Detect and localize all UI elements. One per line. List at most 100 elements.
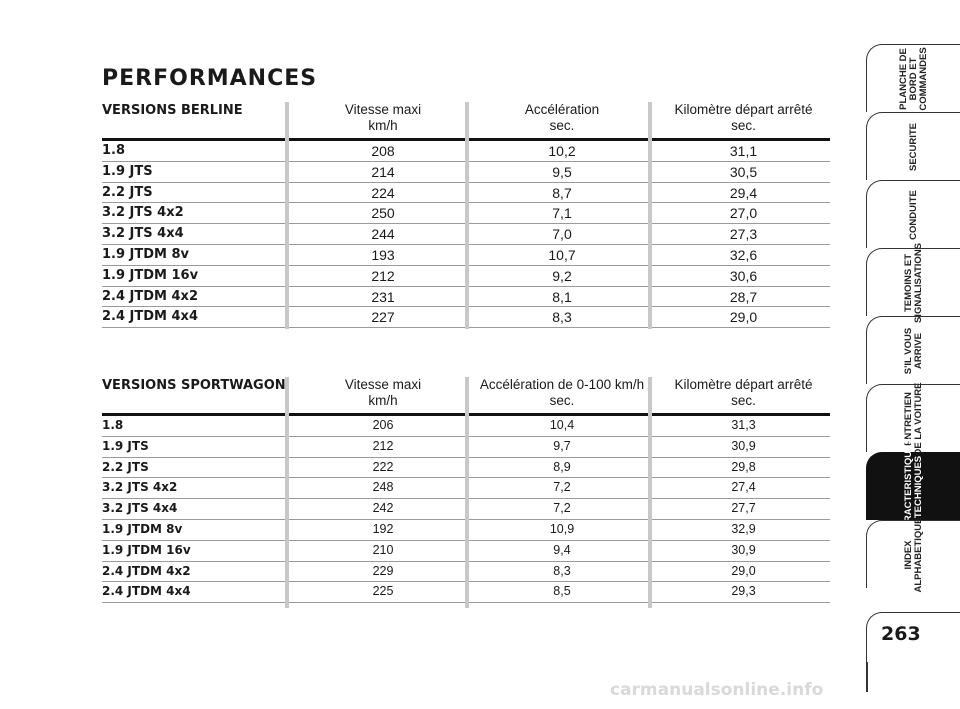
acceleration-value: 7,0 <box>552 226 572 243</box>
model-name: 3.2 JTS 4x4 <box>102 501 178 516</box>
max-speed-value: 248 <box>372 480 394 495</box>
acceleration-value: 9,2 <box>552 267 572 284</box>
tab-entretien[interactable]: ENTRETIEN DE LA VOITURE <box>866 382 960 455</box>
max-speed-value: 225 <box>372 584 394 599</box>
max-speed-value: 208 <box>371 143 395 159</box>
max-speed-value: 231 <box>371 288 395 305</box>
column-separator <box>465 377 469 608</box>
column-header-kilometre: Kilomètre départ arrêté sec. <box>674 102 813 133</box>
model-name: 1.9 JTDM 16v <box>102 542 191 557</box>
kilometre-value: 32,9 <box>731 521 756 536</box>
kilometre-value: 31,3 <box>731 418 756 432</box>
max-speed-value: 229 <box>372 563 394 578</box>
acceleration-value: 10,2 <box>548 143 576 159</box>
kilometre-value: 31,1 <box>729 143 758 159</box>
page-number-box: 263 <box>866 612 960 662</box>
acceleration-value: 8,3 <box>553 563 571 578</box>
model-name: 2.4 JTDM 4x2 <box>102 563 191 578</box>
kilometre-value: 29,0 <box>731 563 756 578</box>
kilometre-value: 30,9 <box>731 542 756 557</box>
kilometre-value: 27,0 <box>729 205 758 222</box>
acceleration-value: 9,7 <box>553 438 571 453</box>
model-name: 2.4 JTDM 4x4 <box>102 584 191 599</box>
column-header-acceleration: Accélération sec. <box>524 102 600 133</box>
max-speed-value: 212 <box>372 438 394 453</box>
kilometre-value: 29,8 <box>731 459 756 474</box>
max-speed-value: 227 <box>371 309 395 326</box>
max-speed-value: 192 <box>372 521 394 536</box>
model-name: 1.8 <box>102 143 126 158</box>
tab-temoins-et[interactable]: TEMOINS ET SIGNALISATIONS <box>866 242 960 323</box>
column-separator <box>648 377 652 608</box>
chapter-tabs: PLANCHE DE BORD ET COMMANDES SECURITE COND… <box>856 44 960 592</box>
table-berline: VERSIONS BERLINE Vitesse maxi km/h Accél… <box>102 102 830 329</box>
column-separator <box>648 102 652 329</box>
acceleration-value: 9,4 <box>553 542 571 557</box>
kilometre-value: 30,5 <box>729 163 758 180</box>
model-name: 1.9 JTS <box>102 163 153 179</box>
model-name: 1.9 JTS <box>102 438 149 453</box>
model-name: 2.4 JTDM 4x2 <box>102 288 198 304</box>
tab-label: CONDUITE <box>907 189 919 240</box>
model-name: 1.9 JTDM 8v <box>102 521 183 536</box>
model-name: 3.2 JTS 4x4 <box>102 226 184 242</box>
max-speed-value: 214 <box>371 163 395 180</box>
model-name: 1.9 JTDM 16v <box>102 267 199 283</box>
max-speed-value: 250 <box>371 205 395 222</box>
kilometre-value: 29,3 <box>731 584 756 599</box>
model-name: 1.8 <box>102 418 124 432</box>
watermark: carmanualsonline.info <box>610 680 824 700</box>
max-speed-value: 222 <box>372 459 394 474</box>
column-separator <box>285 377 289 608</box>
tab-index[interactable]: INDEX ALPHABETIQUE <box>866 517 960 592</box>
max-speed-value: 212 <box>371 267 395 284</box>
kilometre-value: 30,6 <box>729 267 758 284</box>
max-speed-value: 242 <box>372 501 394 516</box>
acceleration-value: 8,9 <box>553 459 571 474</box>
model-name: 2.2 JTS <box>102 184 153 200</box>
tab-conduite[interactable]: CONDUITE <box>866 180 960 248</box>
model-name: 3.2 JTS 4x2 <box>102 205 184 221</box>
kilometre-value: 29,0 <box>729 309 758 326</box>
tab-label: S'IL VOUS ARRIVE <box>902 327 924 374</box>
max-speed-value: 206 <box>372 418 394 432</box>
max-speed-value: 244 <box>371 226 395 243</box>
acceleration-value: 9,5 <box>552 163 572 180</box>
table-sportwagon: VERSIONS SPORTWAGON Vitesse maxi km/h Ac… <box>102 377 830 608</box>
model-name: 2.2 JTS <box>102 459 149 474</box>
tab-planche-de[interactable]: PLANCHE DE BORD ET COMMANDES <box>866 44 960 112</box>
kilometre-value: 27,3 <box>729 226 758 243</box>
tab-label: PLANCHE DE BORD ET COMMANDES <box>897 46 929 111</box>
table-header: VERSIONS SPORTWAGON Vitesse maxi km/h Ac… <box>102 377 830 411</box>
table-header: VERSIONS BERLINE Vitesse maxi km/h Accél… <box>102 102 830 136</box>
column-separator <box>465 102 469 329</box>
acceleration-value: 7,1 <box>552 205 572 222</box>
model-name: 2.4 JTDM 4x4 <box>102 309 198 325</box>
acceleration-value: 8,7 <box>552 184 572 201</box>
column-separator <box>285 102 289 329</box>
max-speed-value: 193 <box>371 246 395 263</box>
kilometre-value: 32,6 <box>729 246 758 263</box>
model-name: 1.9 JTDM 8v <box>102 246 190 262</box>
max-speed-value: 210 <box>372 542 394 557</box>
column-header-kilometre: Kilomètre départ arrêté sec. <box>674 377 813 408</box>
acceleration-value: 7,2 <box>553 480 571 495</box>
tab-label: SECURITE <box>907 122 919 171</box>
column-header-acceleration: Accélération de 0-100 km/h sec. <box>479 377 645 408</box>
max-speed-value: 224 <box>371 184 395 201</box>
acceleration-value: 8,5 <box>553 584 571 599</box>
tab-label: TEMOINS ET SIGNALISATIONS <box>902 242 924 323</box>
table-title: VERSIONS BERLINE <box>102 103 243 118</box>
kilometre-value: 27,4 <box>731 480 756 495</box>
page-title: PERFORMANCES <box>102 66 318 91</box>
page-number: 263 <box>881 623 921 645</box>
kilometre-value: 30,9 <box>731 438 756 453</box>
kilometre-value: 27,7 <box>731 501 756 516</box>
column-header-speed: Vitesse maxi km/h <box>344 377 422 408</box>
tab-caracteristiques[interactable]: CARACTERISTIQUES TECHNIQUES <box>866 438 960 535</box>
tab-securite[interactable]: SECURITE <box>866 112 960 180</box>
acceleration-value: 7,2 <box>553 501 571 516</box>
kilometre-value: 28,7 <box>729 288 758 305</box>
acceleration-value: 10,7 <box>548 246 576 263</box>
tab-s-il-vous[interactable]: S'IL VOUS ARRIVE <box>866 316 960 384</box>
